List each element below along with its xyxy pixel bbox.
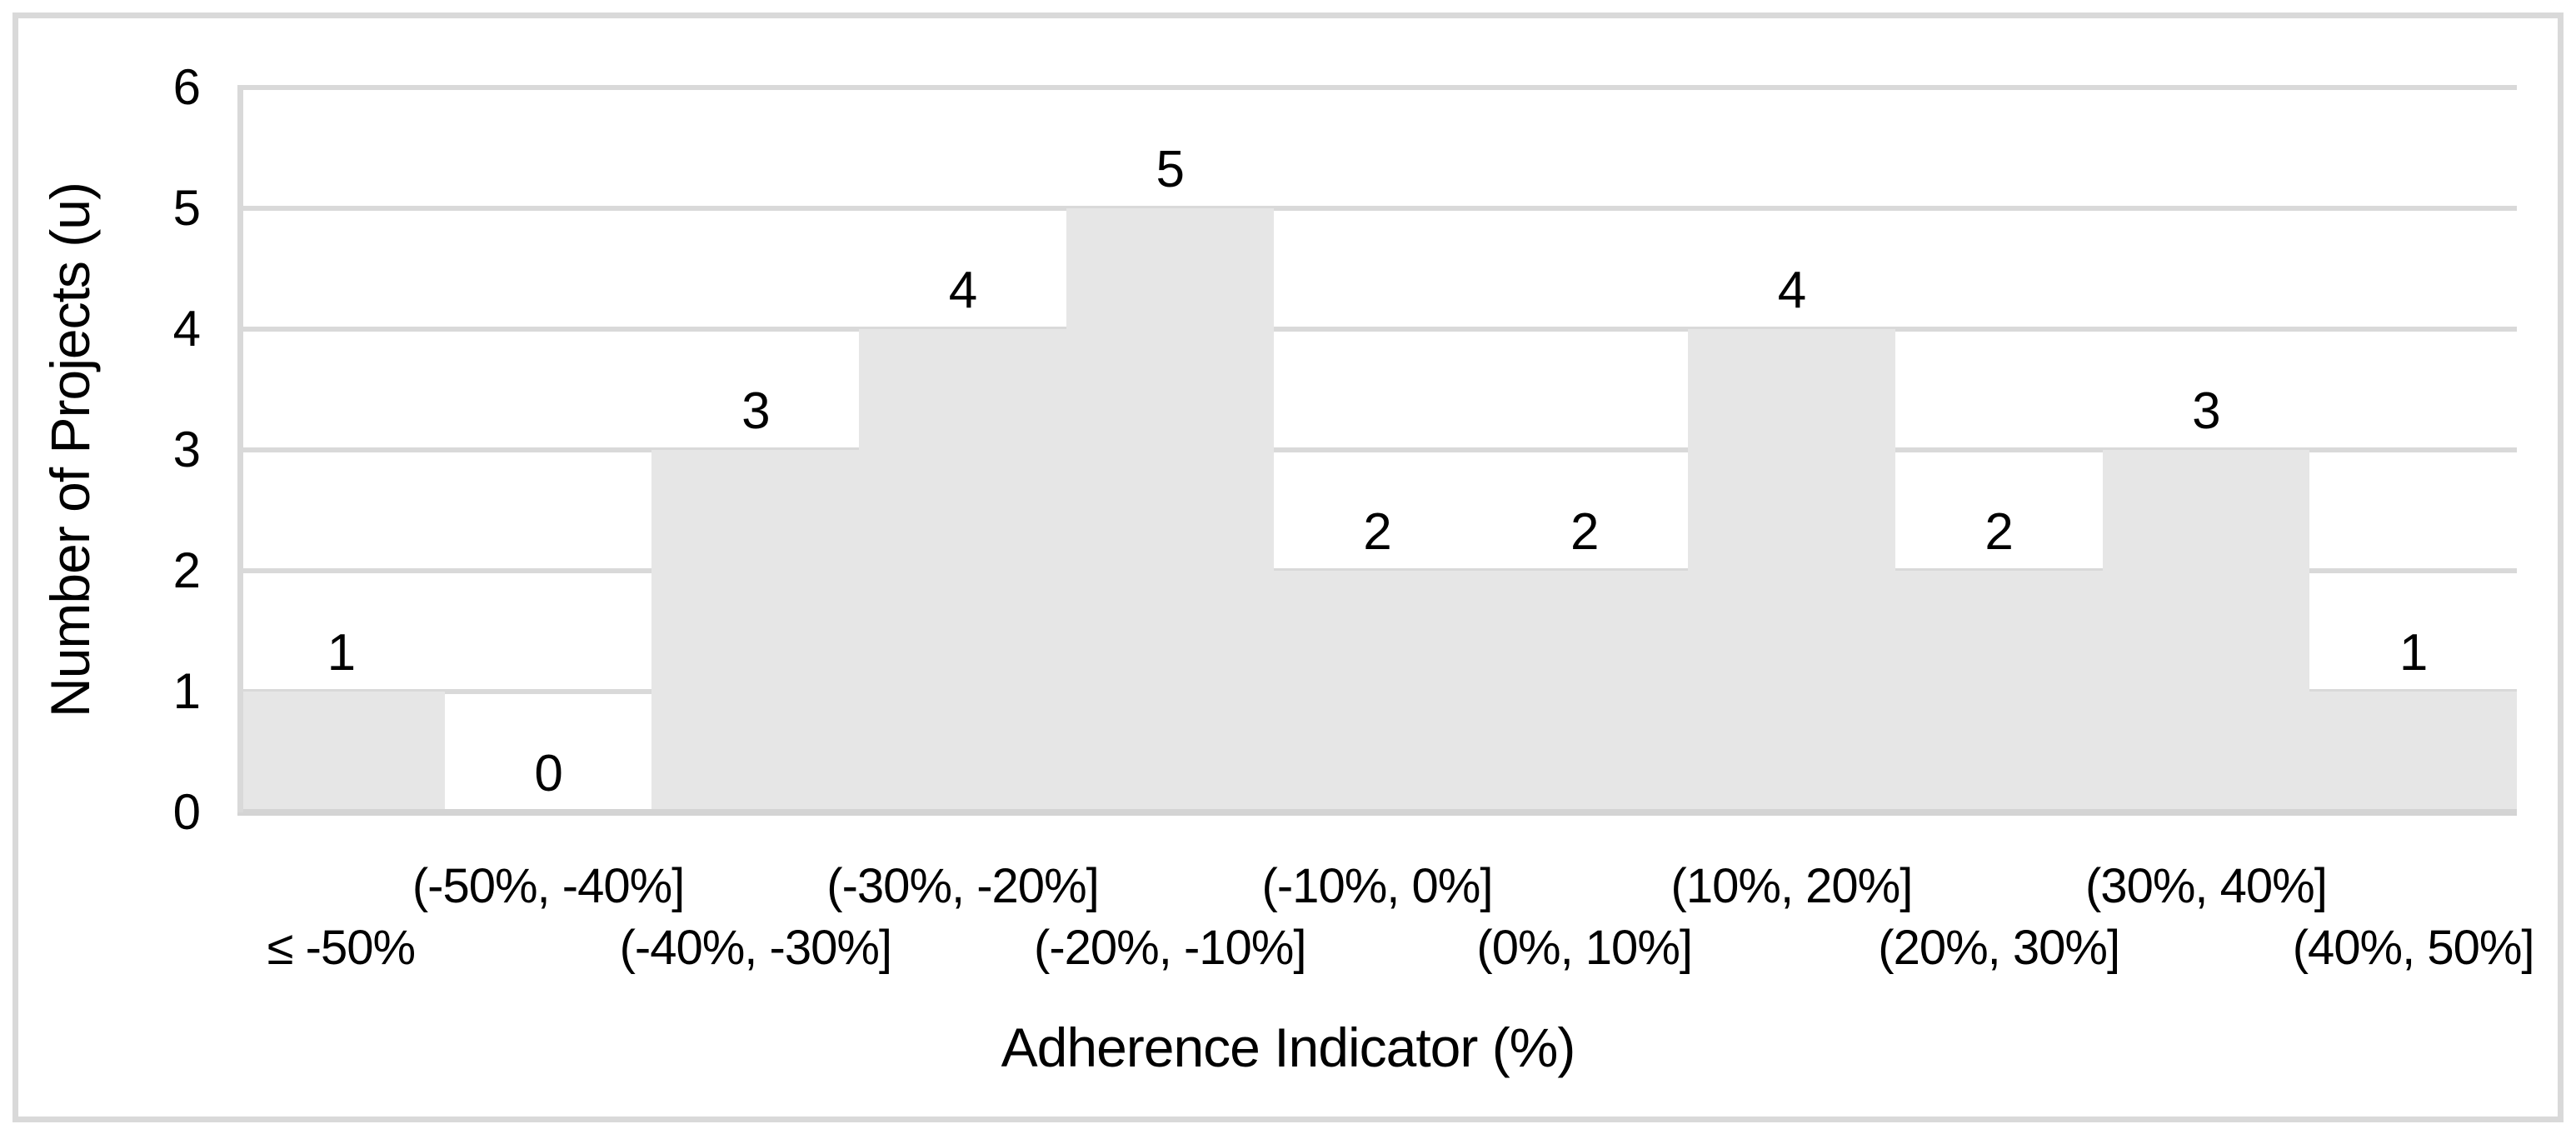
- x-category-label-5: (-10%, 0%]: [1261, 859, 1494, 913]
- x-category-label-1: (-50%, -40%]: [412, 859, 685, 913]
- x-category-label-7: (10%, 20%]: [1670, 859, 1914, 913]
- x-category-label-6: (0%, 10%]: [1476, 921, 1693, 975]
- y-tick-label-3: 3: [172, 422, 201, 477]
- bar-7: [1688, 329, 1895, 812]
- bar-6: [1480, 571, 1689, 812]
- bar-0: [237, 692, 445, 812]
- bar-value-label-2: 3: [741, 382, 770, 440]
- y-tick-label-5: 5: [172, 180, 201, 236]
- y-tick-label-2: 2: [172, 542, 201, 598]
- y-tick-label-0: 0: [172, 784, 201, 840]
- bar-value-label-8: 2: [1984, 503, 2013, 561]
- x-axis-category-labels: ≤ -50% (-50%, -40%] (-40%, -30%] (-30%, -20…: [237, 812, 2535, 1021]
- bar-3: [859, 329, 1066, 812]
- gridline-y4: [237, 327, 2517, 332]
- x-category-label-3: (-30%, -20%]: [826, 859, 1099, 913]
- bar-5: [1273, 571, 1481, 812]
- bar-value-label-10: 1: [2399, 624, 2428, 682]
- bar-4: [1066, 208, 1274, 812]
- x-category-label-4: (-20%, -10%]: [1034, 921, 1306, 975]
- bar-value-label-3: 4: [948, 262, 977, 319]
- gridline-y6: [237, 85, 2517, 90]
- gridline-y3: [237, 447, 2517, 452]
- bar-value-label-5: 2: [1363, 503, 1391, 561]
- plot-area: 1 0 3 4 5 2 2 4 2 3 1: [237, 85, 2517, 816]
- bar-value-label-4: 5: [1156, 141, 1185, 198]
- bar-2: [651, 450, 860, 812]
- y-tick-label-6: 6: [172, 59, 201, 115]
- bar-value-label-1: 0: [534, 745, 562, 802]
- x-category-label-2: (-40%, -30%]: [619, 921, 892, 975]
- x-axis-title: Adherence Indicator (%): [1001, 1017, 1576, 1078]
- x-category-label-10: (40%, 50%]: [2292, 921, 2535, 975]
- y-tick-label-4: 4: [172, 301, 201, 357]
- bar-value-label-6: 2: [1570, 503, 1599, 561]
- bar-8: [1895, 571, 2103, 812]
- bar-value-label-0: 1: [327, 624, 356, 682]
- y-tick-label-1: 1: [172, 663, 201, 719]
- x-category-label-8: (20%, 30%]: [1878, 921, 2120, 975]
- gridline-y5: [237, 206, 2517, 211]
- y-axis-line: [237, 87, 243, 812]
- x-axis-line: [237, 809, 2517, 816]
- bar-10: [2309, 692, 2517, 812]
- bar-9: [2102, 450, 2310, 812]
- x-category-label-9: (30%, 40%]: [2084, 859, 2328, 913]
- bar-value-label-7: 4: [1777, 262, 1806, 319]
- bar-value-label-9: 3: [2192, 382, 2220, 440]
- x-category-label-0: ≤ -50%: [267, 921, 416, 975]
